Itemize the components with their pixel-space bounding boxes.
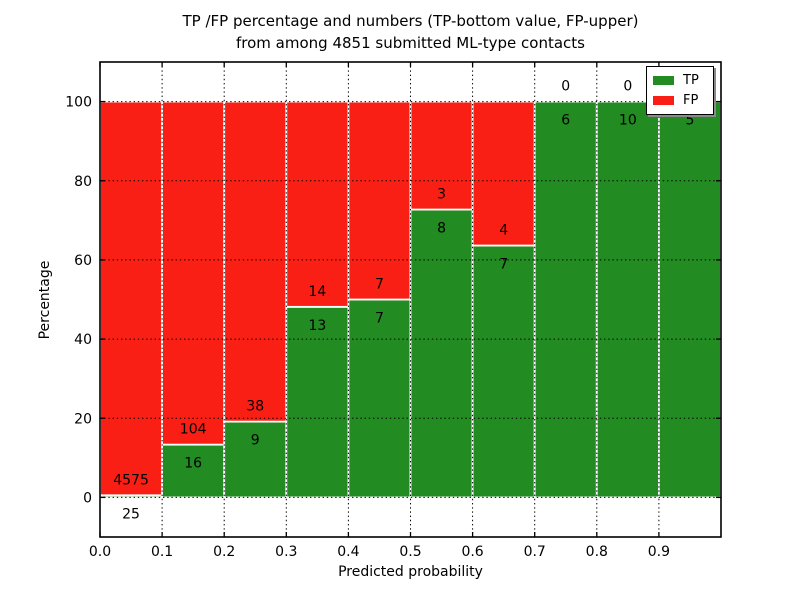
y-tick-label-0: 0: [83, 490, 92, 506]
tp-count-label-5: 8: [437, 221, 446, 237]
fp-bar-segment-2: [223, 100, 288, 423]
tp-count-label-4: 7: [375, 311, 384, 327]
x-tick-label-0.6: 0.6: [461, 544, 483, 560]
tp-count-label-8: 10: [619, 113, 637, 129]
tp-legend-swatch: [653, 76, 674, 85]
x-tick-label-0.9: 0.9: [648, 544, 670, 560]
legend-item-tp: TP: [653, 74, 707, 87]
tp-bar-segment-7: [533, 100, 598, 499]
y-tick-label-80: 80: [74, 174, 92, 190]
tp-bar-segment-4: [347, 298, 412, 499]
chart-title: TP /FP percentage and numbers (TP-bottom…: [100, 10, 721, 54]
y-tick-label-20: 20: [74, 411, 92, 427]
fp-bar-segment-5: [409, 100, 474, 211]
legend-label-tp: TP: [683, 73, 699, 88]
fp-count-label-3: 14: [308, 284, 326, 300]
legend-item-fp: FP: [653, 94, 707, 107]
chart-title-line1: TP /FP percentage and numbers (TP-bottom…: [182, 12, 639, 30]
fp-bar-segment-0: [99, 100, 163, 497]
x-tick-label-0.0: 0.0: [89, 544, 111, 560]
legend-label-fp: FP: [683, 93, 699, 108]
fp-count-label-6: 4: [499, 223, 508, 239]
fp-count-label-7: 0: [561, 79, 570, 95]
fp-count-label-4: 7: [375, 277, 384, 293]
y-tick-label-100: 100: [65, 95, 92, 111]
tp-count-label-2: 9: [251, 433, 260, 449]
tp-bar-segment-3: [285, 305, 350, 499]
x-tick-label-0.2: 0.2: [213, 544, 235, 560]
tp-bar-segment-8: [595, 100, 660, 499]
fp-bar-segment-1: [161, 100, 226, 446]
tp-count-label-7: 6: [561, 113, 570, 129]
fp-bar-segment-4: [347, 100, 412, 301]
tp-bar-segment-5: [409, 208, 474, 499]
x-tick-label-0.8: 0.8: [586, 544, 608, 560]
y-axis-label: Percentage: [37, 260, 53, 340]
fp-bar-segment-3: [285, 100, 350, 308]
fp-count-label-5: 3: [437, 187, 446, 203]
chart-title-line2: from among 4851 submitted ML-type contac…: [236, 34, 585, 52]
fp-legend-swatch: [653, 96, 674, 105]
tp-count-label-9: 5: [685, 113, 694, 129]
legend: TP FP: [646, 66, 714, 115]
tp-bar-segment-6: [471, 244, 536, 499]
tp-count-label-1: 16: [184, 456, 202, 472]
x-tick-label-0.1: 0.1: [151, 544, 173, 560]
tp-bar-segment-9: [658, 100, 722, 499]
x-axis-label: Predicted probability: [338, 564, 483, 580]
fp-count-label-2: 38: [246, 399, 264, 415]
x-tick-label-0.7: 0.7: [524, 544, 546, 560]
tp-count-label-3: 13: [308, 318, 326, 334]
tp-count-label-6: 7: [499, 257, 508, 273]
x-tick-label-0.5: 0.5: [399, 544, 421, 560]
fp-count-label-0: 4575: [113, 472, 149, 488]
tp-count-label-0: 25: [122, 506, 140, 522]
fp-count-label-8: 0: [623, 79, 632, 95]
y-tick-label-60: 60: [74, 253, 92, 269]
y-tick-label-40: 40: [74, 332, 92, 348]
fp-count-label-1: 104: [180, 422, 207, 438]
x-tick-label-0.3: 0.3: [275, 544, 297, 560]
x-tick-label-0.4: 0.4: [337, 544, 359, 560]
